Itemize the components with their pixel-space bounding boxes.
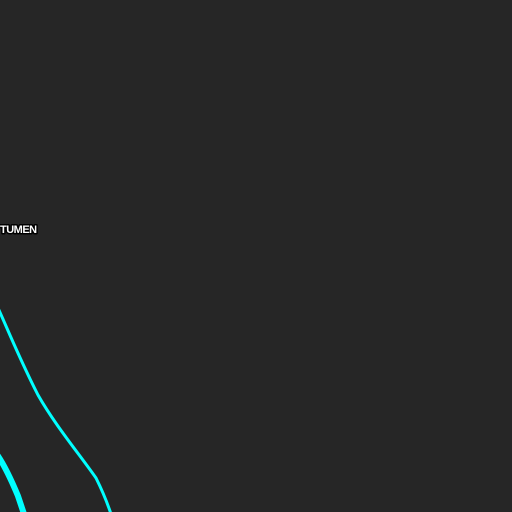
river-line — [0, 308, 112, 512]
place-label-tumen: TUMEN — [0, 224, 37, 236]
road-line — [0, 453, 27, 512]
